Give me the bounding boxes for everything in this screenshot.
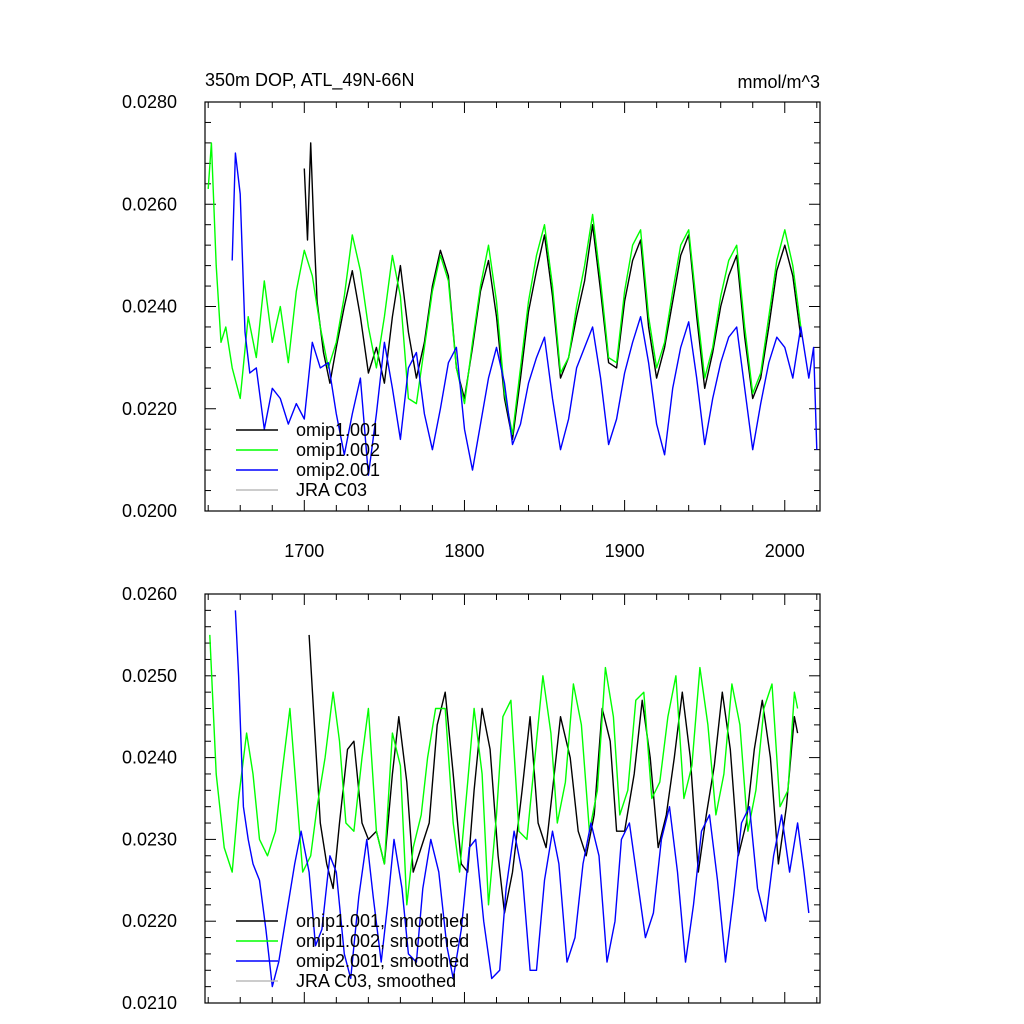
- y-tick-label: 0.0230: [122, 829, 177, 849]
- legend-label: omip1.001: [296, 420, 380, 440]
- panel-smoothed: 0.0210 0.0220 0.0230 0.0240 0.0250 0.0260 omi…: [122, 584, 821, 1013]
- series-line-omip1-002: [207, 142, 802, 435]
- series-group: [209, 610, 810, 988]
- legend-label: JRA C03, smoothed: [296, 971, 456, 991]
- x-tick-label: 2000: [765, 541, 805, 561]
- x-tick-label: 1900: [605, 541, 645, 561]
- y-tick-label: 0.0210: [122, 993, 177, 1013]
- series-line-omip1-001: [303, 142, 802, 441]
- legend-label: omip1.002: [296, 440, 380, 460]
- plot-frame: [204, 593, 821, 1004]
- panel-title: 350m DOP, ATL_49N-66N: [205, 70, 414, 91]
- legend-label: omip1.001, smoothed: [296, 911, 469, 931]
- y-tick-label: 0.0240: [122, 297, 177, 317]
- y-tick-label: 0.0240: [122, 748, 177, 768]
- y-tick-label: 0.0200: [122, 501, 177, 521]
- legend-label: omip2.001, smoothed: [296, 951, 469, 971]
- y-tick-label: 0.0250: [122, 666, 177, 686]
- x-tick-label: 1700: [284, 541, 324, 561]
- axis-ticks: 0.0210 0.0220 0.0230 0.0240 0.0250 0.0260: [122, 584, 820, 1013]
- axis-ticks: 0.0200 0.0220 0.0240 0.0260 0.0280 1700 1800 19…: [122, 92, 820, 561]
- units-label: mmol/m^3: [738, 72, 820, 92]
- panel-raw: 350m DOP, ATL_49N-66N mmol/m^3 0.02000.0…: [122, 70, 821, 561]
- legend-label: JRA C03: [296, 480, 367, 500]
- series-group: [207, 142, 818, 476]
- legend-label: omip1.002, smoothed: [296, 931, 469, 951]
- y-tick-label: 0.0260: [122, 584, 177, 604]
- series-line-omip2-001-smoothed: [234, 610, 810, 988]
- y-tick-label: 0.0280: [122, 92, 177, 112]
- x-tick-label: 1800: [444, 541, 484, 561]
- y-tick-label: 0.0220: [122, 911, 177, 931]
- legend-label: omip2.001: [296, 460, 380, 480]
- y-tick-label: 0.0220: [122, 399, 177, 419]
- y-tick-label: 0.0260: [122, 194, 177, 214]
- series-line-omip2-001: [231, 152, 818, 476]
- series-line-omip1-002-smoothed: [209, 634, 799, 906]
